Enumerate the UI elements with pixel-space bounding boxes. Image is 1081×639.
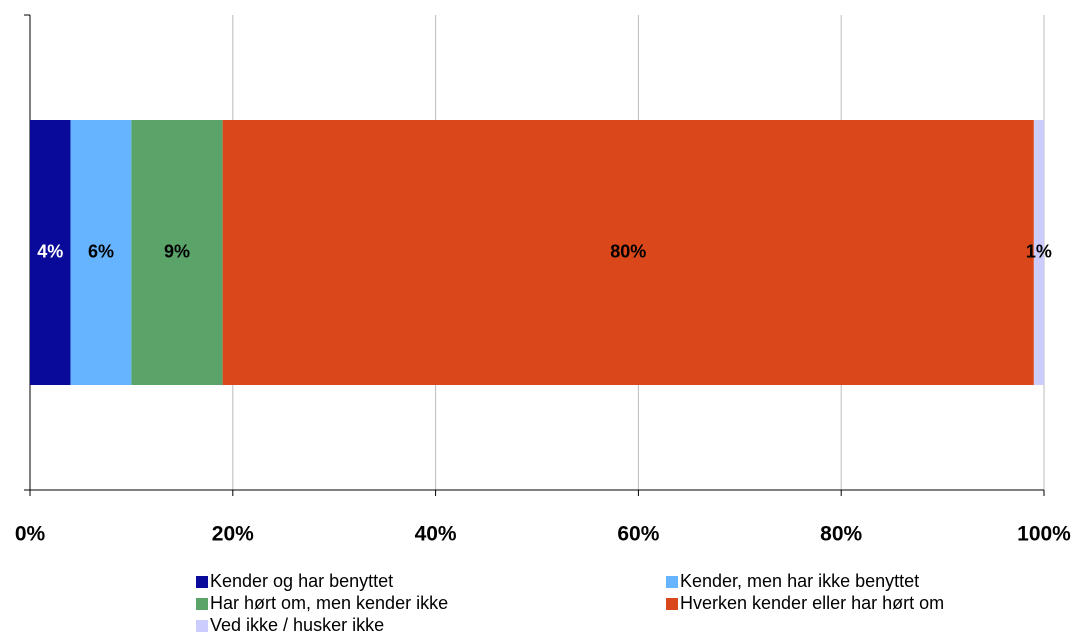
legend-label: Har hørt om, men kender ikke bbox=[210, 593, 448, 613]
legend-label: Kender og har benyttet bbox=[210, 571, 393, 591]
legend-label: Hverken kender eller har hørt om bbox=[680, 593, 944, 613]
value-label: 6% bbox=[88, 241, 114, 261]
value-label: 80% bbox=[610, 241, 646, 261]
bar-segment bbox=[1033, 120, 1044, 385]
legend-swatch bbox=[196, 576, 208, 588]
legend-label: Ved ikke / husker ikke bbox=[210, 615, 384, 635]
x-tick-label: 80% bbox=[820, 523, 862, 546]
bar-segment bbox=[70, 120, 132, 385]
x-tick-label: 100% bbox=[1017, 523, 1071, 546]
bar-segment bbox=[131, 120, 223, 385]
value-label: 4% bbox=[37, 241, 63, 261]
value-label: 1% bbox=[1026, 241, 1052, 261]
bar-segment bbox=[30, 120, 71, 385]
legend-swatch bbox=[666, 576, 678, 588]
x-tick-label: 20% bbox=[212, 523, 254, 546]
bar-segment bbox=[222, 120, 1034, 385]
legend-label: Kender, men har ikke benyttet bbox=[680, 571, 919, 591]
x-tick-label: 60% bbox=[617, 523, 659, 546]
x-tick-label: 0% bbox=[15, 523, 46, 546]
legend-swatch bbox=[666, 598, 678, 610]
x-tick-label: 40% bbox=[415, 523, 457, 546]
value-label: 9% bbox=[164, 241, 190, 261]
legend-swatch bbox=[196, 598, 208, 610]
legend-swatch bbox=[196, 620, 208, 632]
